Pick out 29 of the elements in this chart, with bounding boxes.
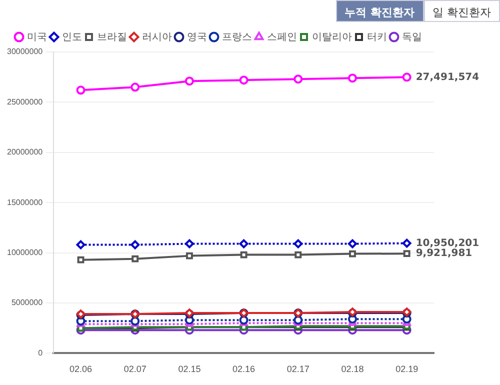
x-tick-label: 02.19 [396, 364, 418, 374]
x-tick-label: 02.07 [124, 364, 146, 374]
legend-label: 스페인 [267, 32, 297, 43]
legend-label: 영국 [187, 32, 207, 43]
text: 일 확진환자 [424, 0, 500, 22]
legend-label: 브라질 [97, 32, 127, 43]
legend-label: 미국 [27, 32, 47, 43]
x-tick-label: 02.18 [341, 364, 364, 374]
y-tick-label: 10000000 [7, 248, 44, 258]
y-tick-label: 5000000 [11, 298, 44, 308]
data-label: 9,921,981 [416, 248, 472, 260]
legend-label: 프랑스 [222, 32, 252, 43]
y-tick-label: 0 [38, 348, 44, 358]
x-tick-label: 02.06 [70, 364, 92, 374]
legend-label: 독일 [402, 32, 422, 43]
legend-label: 러시아 [142, 32, 172, 43]
y-tick-label: 15000000 [7, 198, 44, 207]
legend-label: 이탈리아 [312, 32, 352, 43]
x-tick-label: 02.16 [232, 364, 256, 374]
text: 누적 확진환자 [336, 0, 424, 22]
y-tick-label: 30000000 [7, 47, 44, 56]
y-tick-label: 25000000 [7, 97, 44, 106]
legend-label: 터키 [367, 32, 387, 43]
y-tick-label: 20000000 [7, 148, 44, 157]
x-tick-label: 02.15 [178, 364, 201, 374]
legend-label: 인도 [62, 32, 82, 43]
data-label: 10,950,201 [416, 238, 480, 249]
data-label: 27,491,574 [416, 72, 480, 83]
x-tick-label: 02.17 [286, 364, 310, 374]
